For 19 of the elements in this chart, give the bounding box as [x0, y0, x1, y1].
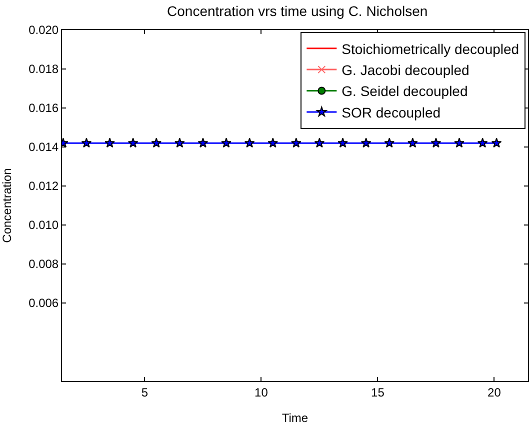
y-axis-title: Concentration: [0, 168, 14, 243]
legend-label: SOR decoupled: [342, 104, 441, 120]
x-axis-title: Time: [282, 411, 308, 425]
y-tick-label: 0.018: [28, 62, 59, 76]
legend-label: Stoichiometrically decoupled: [342, 40, 520, 57]
x-tick-label: 20: [488, 385, 502, 400]
chart-title: Concentration vrs time using C. Nicholsen: [167, 3, 428, 20]
y-tick-label: 0.016: [28, 101, 59, 116]
x-tick-label: 10: [254, 385, 268, 400]
y-tick-label: 0.006: [28, 296, 59, 310]
y-tick-label: 0.008: [28, 257, 59, 272]
legend-label: G. Jacobi decoupled: [342, 62, 470, 78]
y-tick-label: 0.020: [28, 23, 59, 38]
y-tick-label: 0.014: [28, 140, 59, 154]
y-tick-label: 0.010: [28, 218, 59, 232]
y-tick-label: 0.012: [28, 179, 59, 194]
x-tick-label: 5: [141, 385, 148, 400]
x-tick-label: 15: [371, 385, 385, 400]
legend-label: G. Seidel decoupled: [342, 83, 468, 100]
